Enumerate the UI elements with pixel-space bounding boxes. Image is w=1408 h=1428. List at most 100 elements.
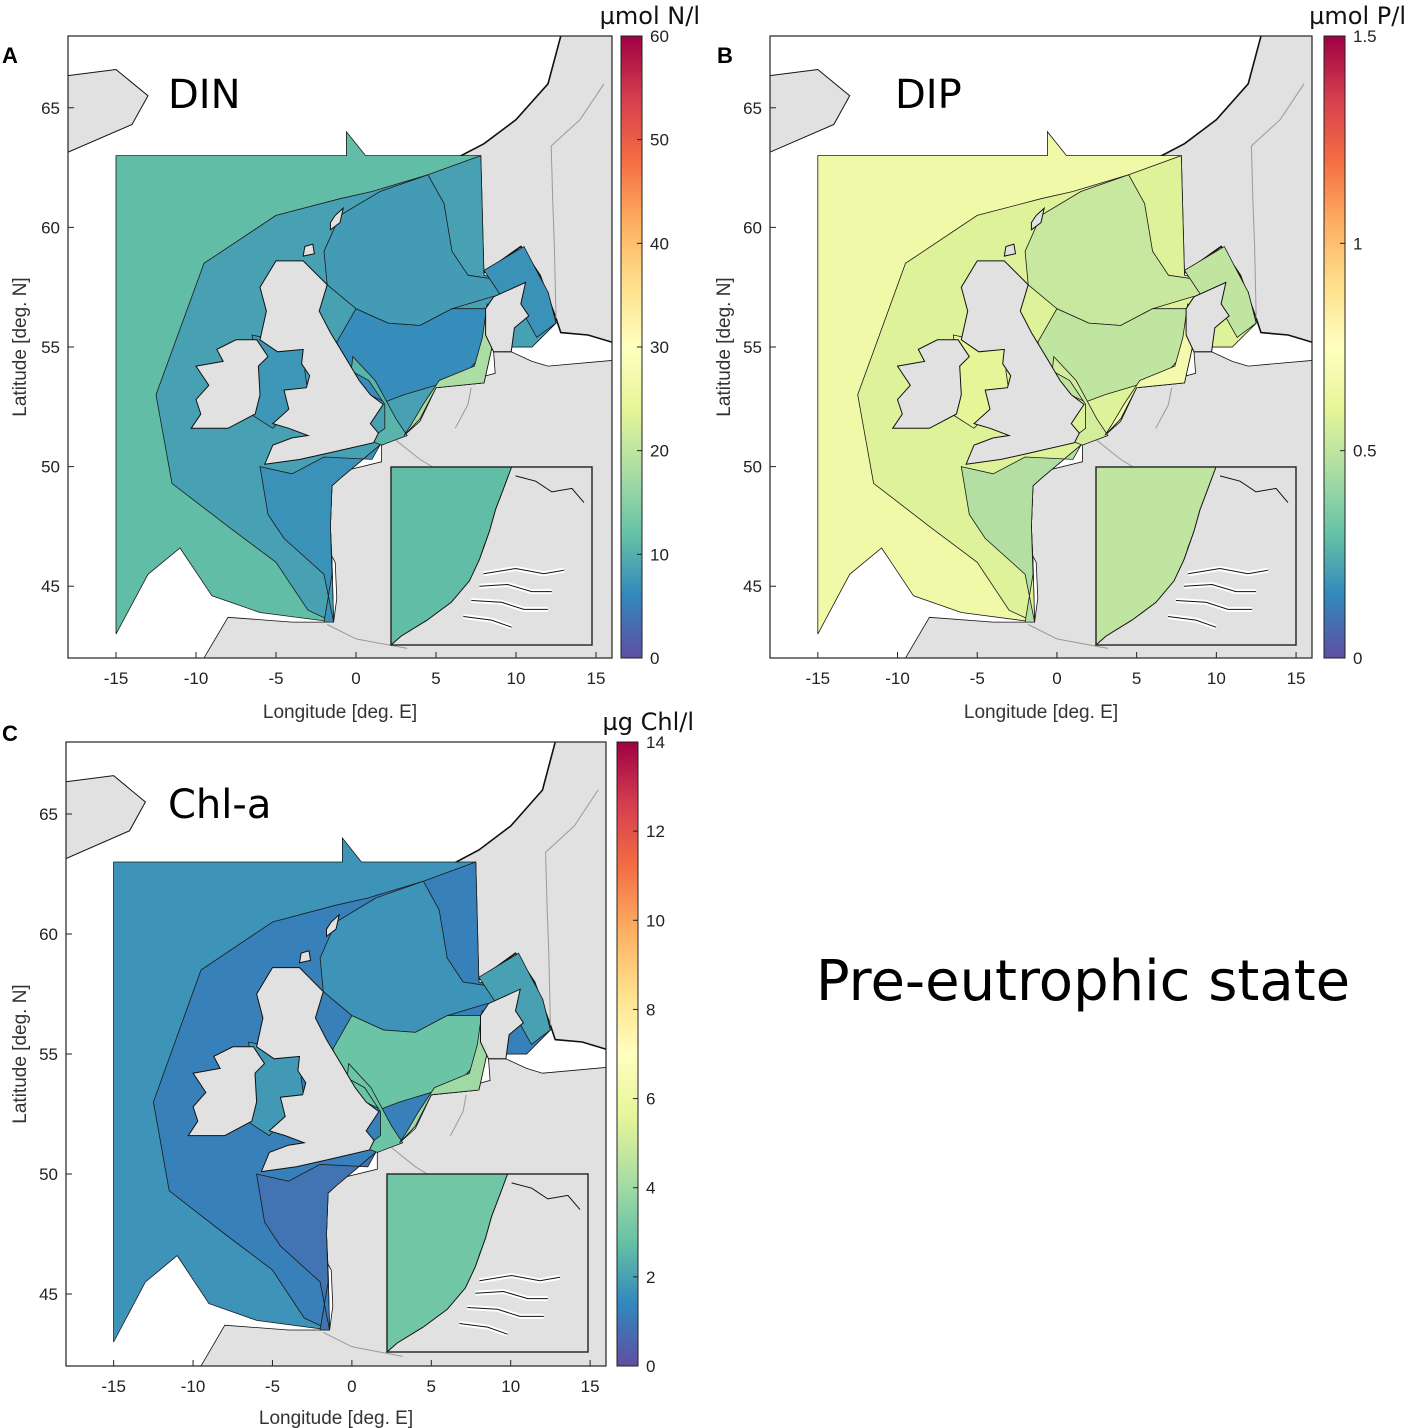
shetland xyxy=(1030,206,1046,231)
shetland xyxy=(329,206,345,231)
colorbar-tick-label: 30 xyxy=(650,338,669,357)
x-tick-label: -15 xyxy=(101,1377,126,1396)
inset-river-edge xyxy=(479,583,552,593)
colorbar-ticks: 0 10 20 30 40 50 60 xyxy=(637,27,669,668)
zone-english-coast xyxy=(1051,355,1109,446)
inset-river-edge xyxy=(483,567,564,575)
great-britain xyxy=(259,260,384,465)
x-tick-label: 15 xyxy=(1287,669,1306,688)
zone-channel-biscay xyxy=(960,444,1082,623)
zone-english-coast xyxy=(346,1062,404,1153)
country-border xyxy=(1155,387,1173,429)
colorbar-tick-label: 14 xyxy=(646,733,665,752)
colorbar-ticks: 0 0.5 1 1.5 xyxy=(1340,27,1377,668)
y-axis-label: Latitude [deg. N] xyxy=(714,277,735,416)
y-tick-label: 55 xyxy=(41,338,60,357)
x-tick-label: 15 xyxy=(587,669,606,688)
x-tick-label: 15 xyxy=(581,1377,600,1396)
inset-river-edge xyxy=(475,1290,548,1300)
inset-frame xyxy=(1095,466,1297,646)
y-tick-label: 50 xyxy=(743,458,762,477)
y-axis-label: Latitude [deg. N] xyxy=(10,984,31,1123)
panel-din: A DIN -15 -10 -5 0 5 10 15 45 50 55 60 65 Longitude… xyxy=(2,2,700,723)
great-britain xyxy=(256,967,380,1173)
x-tick-label: -5 xyxy=(970,669,985,688)
y-tick-label: 45 xyxy=(41,577,60,596)
jutland xyxy=(1185,281,1230,353)
y-tick-label: 50 xyxy=(41,458,60,477)
british-isles-land xyxy=(891,206,1085,465)
ireland xyxy=(187,1046,266,1137)
x-tick-label: 10 xyxy=(1207,669,1226,688)
x-tick-label: 5 xyxy=(427,1377,436,1396)
x-tick-label: 5 xyxy=(1132,669,1141,688)
colorbar xyxy=(1323,35,1346,659)
country-border xyxy=(1027,624,1109,649)
orkney xyxy=(302,243,315,257)
x-tick-label: 0 xyxy=(351,669,360,688)
colorbar-tick-label: 4 xyxy=(646,1179,655,1198)
x-tick-label: -5 xyxy=(265,1377,280,1396)
x-tick-label: 0 xyxy=(347,1377,356,1396)
x-tick-label: -15 xyxy=(806,669,831,688)
colorbar-tick-label: 0 xyxy=(650,649,659,668)
inset-map-dutch-coast xyxy=(389,466,593,646)
variable-name: DIP xyxy=(895,72,962,118)
y-tick-label: 45 xyxy=(743,577,762,596)
colorbar-tick-label: 0 xyxy=(646,1357,655,1376)
y-tick-label: 60 xyxy=(39,925,58,944)
x-tick-label: 5 xyxy=(431,669,440,688)
colorbar-tick-label: 20 xyxy=(650,442,669,461)
zone-channel-biscay xyxy=(259,444,381,623)
inset-frame xyxy=(386,1173,589,1353)
jutland xyxy=(480,988,525,1060)
inset-river-edge xyxy=(459,1323,508,1335)
figure-caption: Pre-eutrophic state xyxy=(816,949,1350,1014)
y-tick-label: 45 xyxy=(39,1285,58,1304)
inset-river-edge xyxy=(463,616,512,628)
x-tick-label: -10 xyxy=(181,1377,206,1396)
x-tick-label: 10 xyxy=(507,669,526,688)
inset-river-edge xyxy=(467,1307,544,1317)
y-tick-label: 55 xyxy=(39,1045,58,1064)
x-tick-label: -15 xyxy=(104,669,129,688)
shetland xyxy=(326,913,341,938)
zone-english-coast xyxy=(350,355,408,446)
x-tick-label: 0 xyxy=(1052,669,1061,688)
zone-continental-coast xyxy=(403,303,499,436)
colorbar-tick-label: 10 xyxy=(646,911,665,930)
colorbar-ticks: 0 2 4 6 8 10 12 14 xyxy=(633,733,665,1376)
inset-river-edge xyxy=(471,600,548,610)
map-axis-ticks: -15 -10 -5 0 5 10 15 45 50 55 60 65 xyxy=(743,99,1305,688)
colorbar-tick-label: 50 xyxy=(650,131,669,150)
x-tick-label: -10 xyxy=(885,669,910,688)
y-tick-label: 65 xyxy=(743,99,762,118)
colorbar-tick-label: 1 xyxy=(1353,234,1362,253)
panel-label-b: B xyxy=(717,43,733,68)
colorbar-tick-label: 60 xyxy=(650,27,669,46)
inset-shoreline xyxy=(515,475,585,503)
inset-shoreline xyxy=(1219,475,1289,503)
x-axis-label: Longitude [deg. E] xyxy=(263,702,417,723)
variable-name: Chl-a xyxy=(168,782,271,828)
inset-river-edge xyxy=(1183,583,1256,593)
country-border xyxy=(550,83,605,319)
y-axis-label: Latitude [deg. N] xyxy=(10,277,31,416)
x-tick-label: -10 xyxy=(184,669,209,688)
x-tick-label: -5 xyxy=(268,669,283,688)
ireland xyxy=(190,339,269,429)
inset-map-dutch-coast xyxy=(385,1173,589,1353)
y-tick-label: 50 xyxy=(39,1165,58,1184)
inset-river-edge xyxy=(1187,567,1269,575)
variable-name: DIN xyxy=(168,72,241,118)
x-axis-label: Longitude [deg. E] xyxy=(964,702,1118,723)
x-axis-label: Longitude [deg. E] xyxy=(259,1408,413,1428)
colorbar xyxy=(616,741,639,1367)
inset-map-dutch-coast xyxy=(1094,466,1297,646)
inset-frame xyxy=(390,466,593,646)
colorbar-tick-label: 6 xyxy=(646,1090,655,1109)
colorbar-tick-label: 10 xyxy=(650,545,669,564)
zone-continental-coast xyxy=(399,1010,494,1144)
